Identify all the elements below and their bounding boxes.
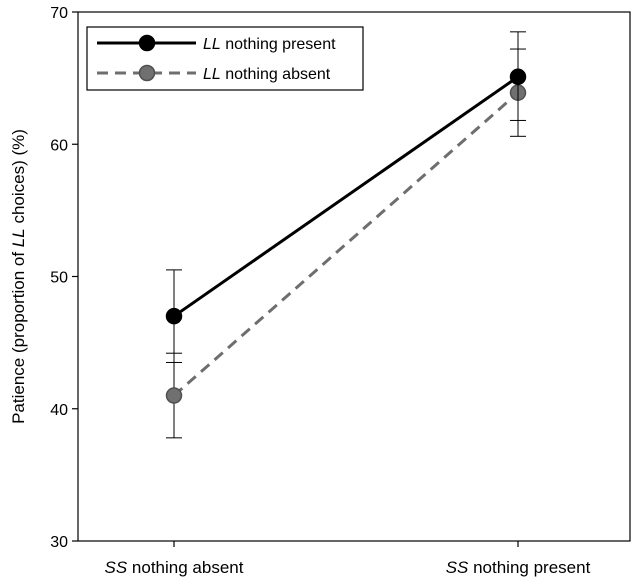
x-tick-label-1-italic: SS (446, 558, 469, 577)
series-1-line (173, 91, 519, 397)
legend-entry-0-italic: LL (203, 36, 221, 53)
series-layer (165, 31, 527, 439)
y-axis-label: Patience (proportion of LL choices) (%) (9, 129, 28, 424)
series-0-line (173, 75, 519, 318)
legend-entry-ll-nothing-absent: LL nothing absent (203, 66, 331, 83)
legend-entry-1-rest: nothing absent (221, 66, 331, 83)
plot-area (77, 11, 631, 542)
series-0 (165, 31, 527, 363)
plot-frame (77, 11, 631, 542)
x-tick-label-0: SS nothing absent (105, 558, 244, 577)
y-axis-label-part1: Patience (proportion of (9, 247, 28, 424)
x-tick-label-1-rest: nothing present (468, 558, 590, 577)
x-axis: SS nothing absent SS nothing present (105, 541, 591, 577)
y-tick-label-40: 40 (50, 402, 68, 419)
legend-entry-ll-nothing-present: LL nothing present (203, 36, 336, 53)
y-tick-label-30: 30 (50, 534, 68, 551)
series-1-point-0 (165, 387, 183, 404)
legend-entry-0-rest: nothing present (221, 36, 336, 53)
x-tick-label-1: SS nothing present (446, 558, 591, 577)
legend-marker-ll-nothing-absent (138, 64, 156, 82)
x-tick-label-0-italic: SS (105, 558, 128, 577)
legend-box (86, 26, 364, 91)
legend: LL nothing present LL nothing absent (86, 26, 364, 91)
legend-entry-1-italic: LL (203, 66, 221, 83)
y-axis-label-part3: choices) (%) (9, 129, 28, 228)
y-axis-label-part2: LL (9, 228, 28, 247)
legend-marker-ll-nothing-present (138, 34, 156, 52)
y-tick-label-60: 60 (50, 137, 68, 154)
y-tick-label-70: 70 (50, 5, 68, 22)
series-0-point-0 (165, 307, 183, 325)
series-0-point-1 (509, 68, 527, 86)
y-axis: 30 40 50 60 70 (50, 5, 78, 551)
y-tick-label-50: 50 (50, 270, 68, 287)
x-tick-label-0-rest: nothing absent (127, 558, 244, 577)
